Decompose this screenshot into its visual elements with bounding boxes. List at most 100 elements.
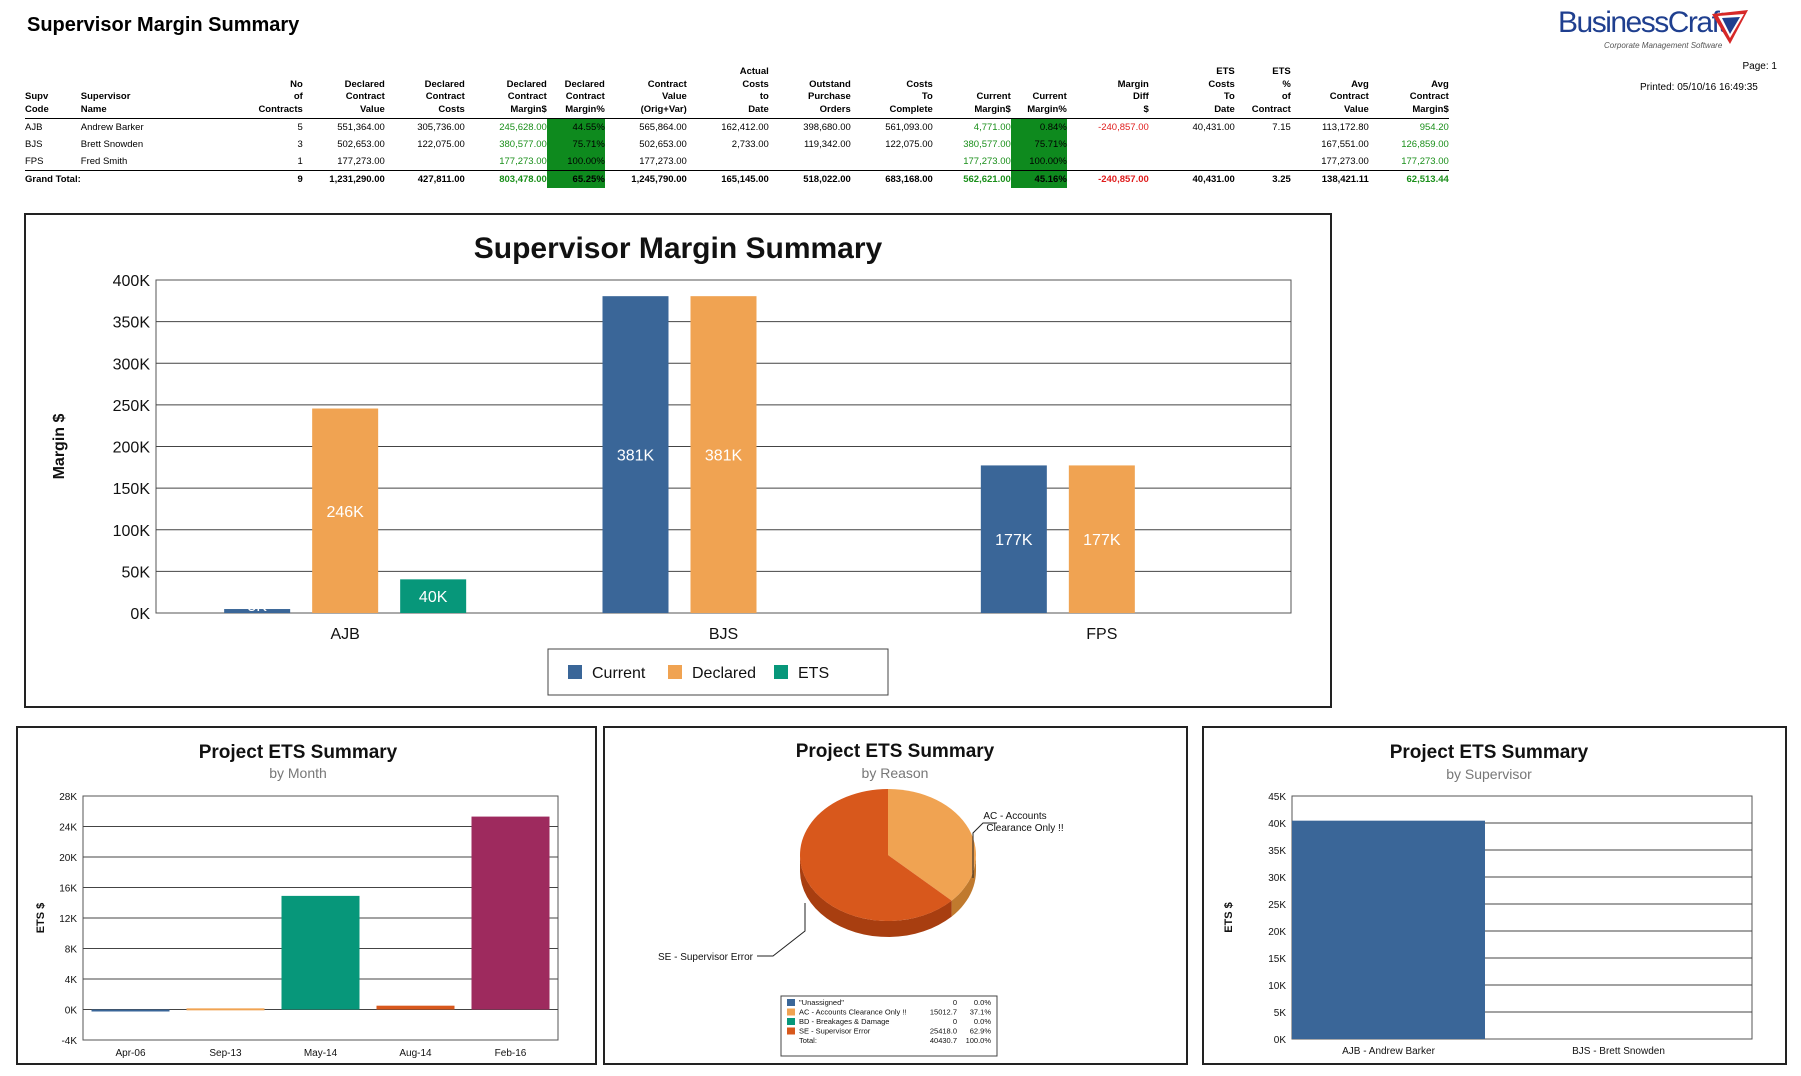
summary-table: Supv Code Supervisor Name No of Contracts Decla…	[25, 66, 1449, 188]
y-tick-label: 350K	[113, 315, 151, 332]
bar	[281, 895, 360, 1010]
table-cell: 9	[190, 170, 303, 188]
column-header: ETS Costs To Date	[1148, 66, 1235, 119]
table-cell: 100.00%	[546, 153, 605, 171]
legend-label: ETS	[798, 665, 829, 682]
y-tick-label: 4K	[65, 975, 78, 986]
legend-value: 15012.7	[930, 1008, 957, 1017]
y-tick-label: 0K	[1274, 1035, 1287, 1046]
column-header: Actual Costs to Date	[686, 66, 769, 119]
table-cell: 380,577.00	[499, 139, 547, 150]
table-cell: 100.00%	[1010, 153, 1067, 171]
table-cell: 122,075.00	[885, 139, 933, 150]
column-header: No of Contracts	[190, 66, 303, 119]
table-cell	[1067, 136, 1149, 153]
table-cell: 167,551.00	[1321, 139, 1369, 150]
chart-title: Project ETS Summary	[199, 742, 398, 763]
table-cell: 0.84%	[1010, 118, 1067, 136]
legend-total-value: 40430.7	[930, 1036, 957, 1045]
legend-percent: 62.9%	[970, 1027, 992, 1036]
callout-label: Clearance Only !!	[986, 823, 1063, 834]
x-tick-label: Aug-14	[399, 1048, 432, 1059]
x-tick-label: BJS - Brett Snowden	[1572, 1046, 1665, 1057]
table-cell: -240,857.00	[1066, 170, 1149, 188]
y-tick-label: 300K	[113, 356, 151, 373]
y-tick-label: 250K	[113, 398, 151, 415]
chart-subtitle: by Reason	[862, 765, 929, 781]
table-cell	[1235, 153, 1291, 171]
table-cell: 803,478.00	[464, 170, 547, 188]
legend-swatch-declared	[668, 665, 682, 679]
data-label: 177K	[995, 532, 1033, 549]
table-cell: 1,245,790.00	[604, 170, 687, 188]
bar-declared	[312, 408, 379, 613]
data-label: 381K	[705, 448, 743, 465]
table-cell: 565,864.00	[639, 122, 687, 133]
column-header: Margin Diff $	[1066, 66, 1149, 119]
y-tick-label: 10K	[1268, 981, 1286, 992]
chart-title: Project ETS Summary	[796, 741, 995, 762]
table-cell: Fred Smith	[80, 156, 128, 167]
y-tick-label: 20K	[1268, 927, 1286, 938]
table-cell: 165,145.00	[686, 170, 769, 188]
y-tick-label: 100K	[113, 523, 151, 540]
callout-line	[972, 822, 997, 878]
chart-subtitle: by Month	[269, 765, 327, 781]
logo-swoosh-icon	[1712, 10, 1748, 44]
table-cell	[769, 153, 851, 171]
y-tick-label: 40K	[1268, 819, 1286, 830]
table-header-row: Supv Code Supervisor Name No of Contracts Decla…	[25, 66, 1449, 119]
table-cell: 3.25	[1234, 170, 1291, 188]
table-cell: 518,022.00	[768, 170, 851, 188]
table-cell: 138,421.11	[1290, 170, 1369, 188]
legend	[547, 648, 889, 696]
y-tick-label: 20K	[59, 853, 77, 864]
y-tick-label: 15K	[1268, 954, 1286, 965]
legend-value: 25418.0	[930, 1027, 957, 1036]
legend-label: AC - Accounts Clearance Only !!	[799, 1008, 907, 1017]
y-tick-label: 25K	[1268, 900, 1286, 911]
y-tick-label: 400K	[113, 273, 151, 290]
table-cell: 177,273.00	[639, 156, 687, 167]
y-tick-label: 24K	[59, 823, 77, 834]
bar-declared	[690, 296, 757, 613]
table-cell: 2,733.00	[731, 139, 769, 150]
y-tick-label: 0K	[130, 606, 150, 623]
table-cell: 65.25%	[546, 170, 605, 188]
legend-value: 0	[953, 1017, 957, 1026]
table-cell: 113,172.80	[1321, 122, 1369, 133]
table-cell: 7.15	[1272, 122, 1291, 133]
printed-timestamp: Printed: 05/10/16 16:49:35	[1640, 82, 1758, 93]
table-cell: 427,811.00	[384, 170, 465, 188]
y-tick-label: 30K	[1268, 873, 1286, 884]
ets-by-reason-chart: Project ETS Summary by Reason AC - Account…	[658, 741, 1064, 1057]
y-tick-label: 16K	[59, 884, 77, 895]
column-header: Avg Contract Margin$	[1368, 66, 1449, 119]
ets-by-supervisor-panel: Project ETS Summary by Supervisor 0K 5K 10K 1…	[1202, 726, 1787, 1065]
pie-slice-side	[951, 855, 976, 917]
table-cell: 683,168.00	[850, 170, 933, 188]
ets-by-supervisor-chart: Project ETS Summary by Supervisor 0K 5K 10K 1…	[1223, 742, 1753, 1057]
column-header: Supv Code	[25, 66, 81, 119]
pie-slice	[800, 789, 952, 921]
y-tick-label: 5K	[1274, 1008, 1287, 1019]
pie-slice	[888, 789, 976, 901]
y-axis-label: ETS $	[1223, 902, 1235, 933]
table-cell	[687, 153, 769, 171]
column-header: Costs To Complete	[850, 66, 933, 119]
table-cell	[851, 153, 933, 171]
table-cell: 177,273.00	[1321, 156, 1369, 167]
bar	[186, 1008, 265, 1011]
x-tick-label: FPS	[1086, 626, 1117, 643]
column-header: Supervisor Name	[80, 66, 191, 119]
table-cell: Andrew Barker	[80, 122, 144, 133]
x-tick-label: Feb-16	[495, 1048, 527, 1059]
table-cell: 177,273.00	[499, 156, 547, 167]
table-cell: AJB	[25, 122, 43, 133]
y-tick-label: -4K	[61, 1036, 77, 1047]
column-header: Declared Contract Margin$	[464, 66, 547, 119]
ets-by-month-panel: Project ETS Summary by Month -4K 0K 4K 8K 12K 1…	[16, 726, 597, 1065]
chart-title: Project ETS Summary	[1390, 742, 1589, 763]
table-cell: 126,859.00	[1401, 139, 1449, 150]
table-cell: 380,577.00	[963, 139, 1011, 150]
